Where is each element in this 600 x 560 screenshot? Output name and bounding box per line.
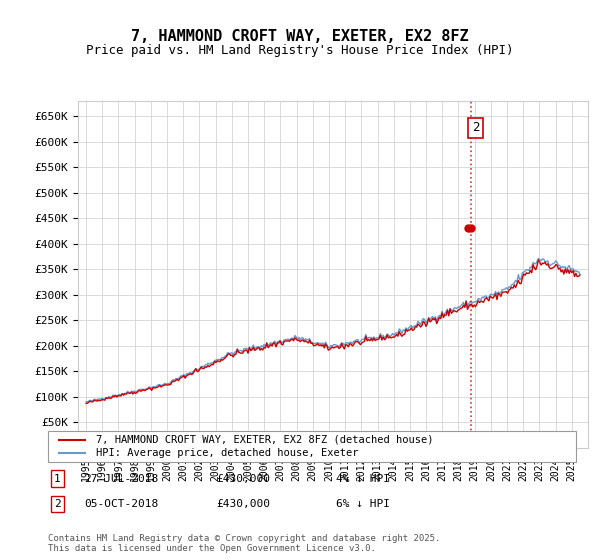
Text: 27-JUL-2018: 27-JUL-2018	[84, 474, 158, 484]
Text: 2: 2	[472, 122, 480, 134]
Text: 4% ↓ HPI: 4% ↓ HPI	[336, 474, 390, 484]
Text: Contains HM Land Registry data © Crown copyright and database right 2025.
This d: Contains HM Land Registry data © Crown c…	[48, 534, 440, 553]
Text: Price paid vs. HM Land Registry's House Price Index (HPI): Price paid vs. HM Land Registry's House …	[86, 44, 514, 57]
Text: 7, HAMMOND CROFT WAY, EXETER, EX2 8FZ: 7, HAMMOND CROFT WAY, EXETER, EX2 8FZ	[131, 29, 469, 44]
Text: 6% ↓ HPI: 6% ↓ HPI	[336, 499, 390, 509]
Text: 05-OCT-2018: 05-OCT-2018	[84, 499, 158, 509]
Text: £430,000: £430,000	[216, 474, 270, 484]
Text: 1: 1	[54, 474, 61, 484]
Text: 2: 2	[54, 499, 61, 509]
Text: 7, HAMMOND CROFT WAY, EXETER, EX2 8FZ (detached house): 7, HAMMOND CROFT WAY, EXETER, EX2 8FZ (d…	[95, 435, 433, 445]
Text: £430,000: £430,000	[216, 499, 270, 509]
Text: HPI: Average price, detached house, Exeter: HPI: Average price, detached house, Exet…	[95, 449, 358, 459]
FancyBboxPatch shape	[48, 431, 576, 462]
